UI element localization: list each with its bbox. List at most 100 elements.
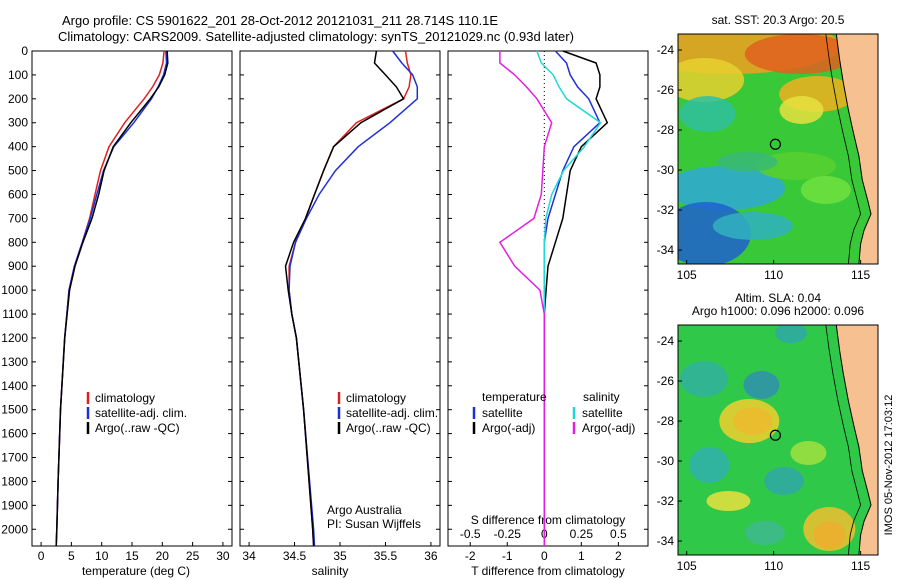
sst-map-title: sat. SST: 20.3 Argo: 20.5: [712, 13, 845, 27]
map-blob: [717, 152, 778, 172]
y-tick-label: 900: [8, 259, 28, 273]
legend-label: satellite-adj. clim.: [346, 406, 438, 420]
argo-position-marker: [769, 429, 781, 441]
legend-heading-temperature: temperature: [482, 390, 547, 404]
land-mass: [835, 34, 878, 264]
sla-map-title-2: Argo h1000: 0.096 h2000: 0.096: [692, 304, 864, 318]
map-blob: [775, 325, 808, 343]
y-tick-label: 1400: [1, 379, 28, 393]
x-tick-label: 34: [242, 549, 256, 563]
salinity-axes-frame: [239, 50, 441, 547]
y-tick-label: 500: [8, 164, 28, 178]
y-tick-label: 2000: [1, 522, 28, 536]
map-blob: [689, 447, 730, 483]
sla-map-title-1: Altim. SLA: 0.04: [735, 291, 821, 305]
legend-label: satellite: [582, 406, 623, 420]
y-tick-label: 1100: [2, 307, 28, 321]
map-x-tick-label: 110: [764, 268, 783, 282]
argo-position-marker: [769, 138, 781, 150]
y-tick-label: 1500: [1, 403, 28, 417]
x-tick-label: 1: [578, 549, 585, 563]
imos-side-label: IMOS 05-Nov-2012 17:03:12: [883, 395, 895, 536]
x-axis-label: T difference from climatology: [471, 564, 625, 578]
y-tick-label: 1900: [1, 498, 28, 512]
legend-label: satellite-adj. clim.: [95, 406, 187, 420]
y-tick-label: 100: [8, 68, 28, 82]
x-tick-label: 36: [424, 549, 438, 563]
y-tick-label: 1300: [1, 355, 28, 369]
map-y-tick-label: -30: [657, 454, 675, 468]
map-blob: [719, 399, 780, 443]
map-y-tick-label: -30: [657, 163, 675, 177]
map-blob: [680, 361, 729, 397]
x-axis-label: temperature (deg C): [82, 564, 190, 578]
legend-label: climatology: [95, 391, 155, 405]
y-tick-label: 1200: [1, 331, 28, 345]
x-tick-label: 34.5: [283, 549, 307, 563]
map-x-tick-label: 115: [851, 268, 870, 282]
x-top-tick-label: -0.5: [460, 527, 481, 541]
x-axis-label: salinity: [312, 564, 349, 578]
map-y-tick-label: -28: [657, 123, 675, 137]
map-frame: [677, 33, 879, 265]
x-tick-label: 2: [615, 549, 622, 563]
legend-heading-salinity: salinity: [583, 390, 620, 404]
x-tick-label: 35: [333, 549, 347, 563]
map-y-tick-label: -26: [657, 374, 675, 388]
x-tick-label: 30: [216, 549, 230, 563]
map-y-tick-label: -26: [657, 83, 675, 97]
series-line: [498, 51, 553, 546]
map-x-tick-label: 110: [764, 559, 783, 573]
y-tick-label: 400: [8, 140, 28, 154]
x-tick-label: -2: [465, 549, 476, 563]
x-tick-label: -1: [502, 549, 513, 563]
map-blob: [679, 96, 736, 132]
map-blob: [706, 491, 751, 511]
annotation-text: Argo Australia: [327, 503, 402, 517]
y-tick-label: 1700: [1, 451, 28, 465]
x-top-tick-label: -0.25: [494, 527, 522, 541]
map-blob: [790, 441, 827, 465]
y-tick-label: 1600: [1, 427, 28, 441]
map-frame: [677, 324, 879, 556]
y-tick-label: 1000: [1, 283, 28, 297]
series-line: [284, 50, 405, 547]
y-tick-label: 300: [8, 116, 28, 130]
x-tick-label: 15: [125, 549, 139, 563]
map-blob: [743, 371, 780, 399]
land-mass: [835, 325, 878, 555]
y-tick-label: 700: [8, 211, 28, 225]
map-blob: [744, 521, 785, 545]
x-tick-label: 0: [38, 549, 45, 563]
x-top-tick-label: 0.25: [570, 527, 594, 541]
map-y-tick-label: -34: [657, 243, 675, 257]
map-x-tick-label: 105: [677, 268, 697, 282]
map-blob: [779, 96, 824, 124]
map-y-tick-label: -28: [657, 414, 675, 428]
map-blob: [756, 152, 837, 180]
map-blob: [800, 176, 851, 204]
legend-label: Argo(..raw -QC): [95, 421, 180, 435]
x-tick-label: 25: [186, 549, 200, 563]
map-blob: [712, 212, 793, 240]
map-y-tick-label: -32: [657, 203, 675, 217]
legend-label: satellite: [482, 406, 523, 420]
y-tick-label: 800: [8, 235, 28, 249]
title-line-1: Argo profile: CS 5901622_201 28-Oct-2012…: [62, 13, 499, 28]
map-blob: [764, 467, 805, 495]
x-tick-label: 35.5: [374, 549, 398, 563]
y-tick-label: 1800: [1, 474, 28, 488]
series-line: [55, 50, 169, 547]
map-y-tick-label: -34: [657, 534, 675, 548]
temperature-panel: 0100200300400500600700800900100011001200…: [1, 44, 233, 578]
map-blob: [678, 58, 745, 102]
legend-label: Argo(-adj): [582, 421, 635, 435]
x-tick-label: 0: [541, 549, 548, 563]
map-y-tick-label: -32: [657, 494, 675, 508]
y-tick-label: 600: [8, 187, 28, 201]
s-axis-label: S difference from climatology: [471, 513, 626, 527]
map-x-tick-label: 105: [677, 559, 697, 573]
salinity-panel: 34 34.5 35 35.5 36 salinity climatologysatelli…: [239, 50, 441, 578]
legend-label: Argo(-adj): [482, 421, 535, 435]
